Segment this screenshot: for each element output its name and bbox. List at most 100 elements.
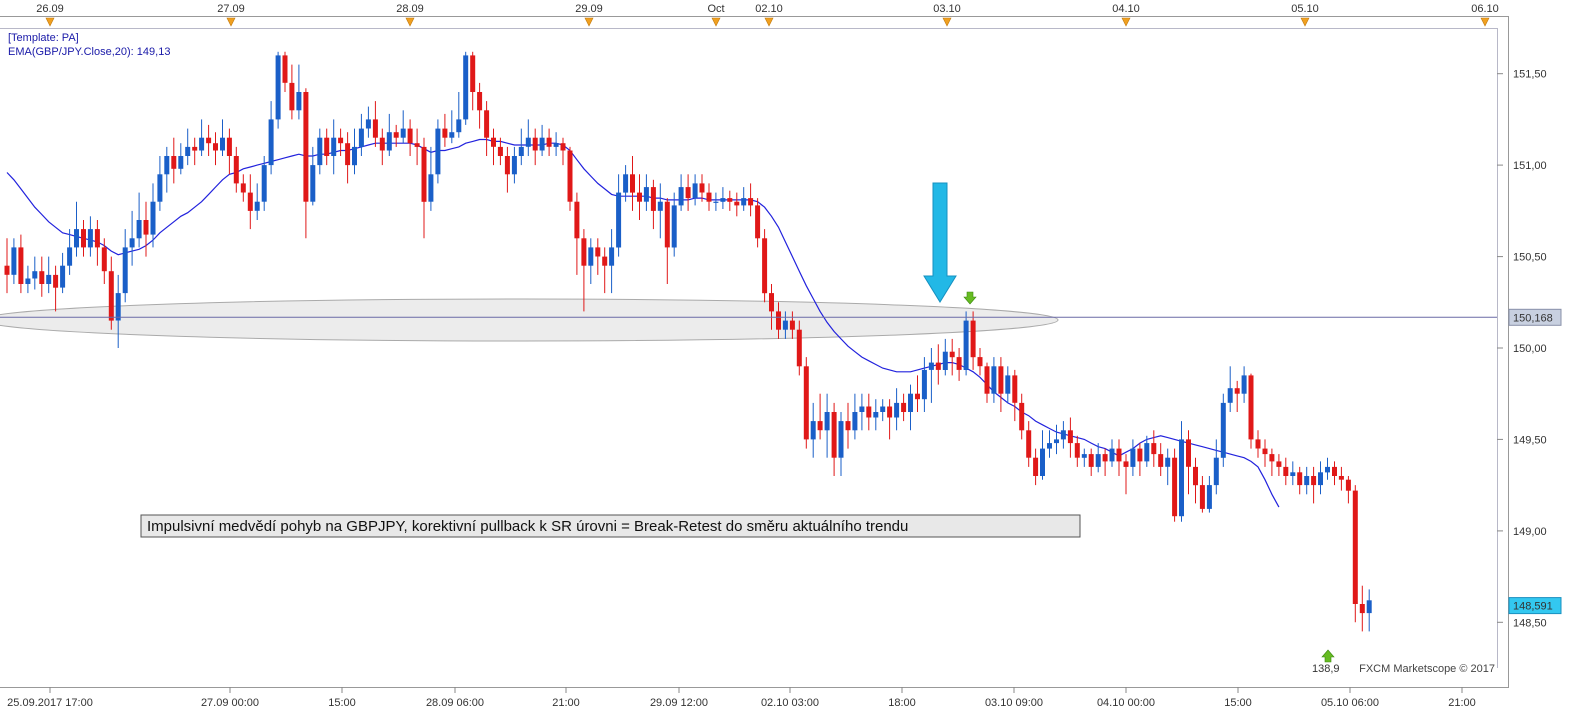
candle [866,393,872,431]
candle [164,146,170,193]
candle-body [942,351,948,370]
candle [671,192,677,257]
candle [664,198,670,284]
candle [942,338,948,376]
candle-body [532,137,538,151]
candle-body [762,238,768,294]
candle [873,399,879,431]
candle-body [664,201,670,248]
candle-body [1026,430,1032,458]
candle-body [1040,448,1045,476]
candle [616,174,622,257]
candle [1054,424,1059,455]
candle-body [901,402,907,412]
candle [53,265,59,312]
candle-body [393,132,399,138]
top-date-label: 02.10 [755,3,783,15]
candle [574,192,580,275]
candle [1262,439,1268,467]
candle [1283,457,1289,486]
candle [303,88,309,239]
candle-body [435,128,441,175]
candle-body [1290,472,1296,476]
candle [449,110,455,144]
candle-body [873,412,879,418]
candle [1088,448,1094,476]
candle [838,412,844,476]
candle [143,201,149,257]
candle-body [1081,454,1087,458]
candle-body [1206,485,1212,509]
candle [504,146,510,193]
top-date-label: 03.10 [933,3,961,15]
candle [1186,430,1191,495]
candle-body [1241,375,1247,394]
candle-body [616,192,622,248]
candle [595,238,601,275]
candle [602,247,608,294]
x-tick-label: 27.09 00:00 [201,697,259,709]
candle-body [894,402,900,418]
candle [150,183,156,248]
candle-body [1151,443,1157,455]
candle-body [838,421,844,458]
candle [226,128,232,175]
candle [39,256,45,297]
sr-zone-ellipse [0,298,1059,342]
candle [18,234,24,294]
candle [539,124,545,156]
candle [518,128,524,166]
candle-body [386,132,392,151]
candle-body [630,174,635,193]
candle-body [1005,375,1011,394]
candle [817,393,823,440]
candle-body [46,274,52,284]
candle-body [157,174,163,202]
candle-body [1359,604,1365,614]
candle-body [1109,448,1115,462]
candle [254,183,260,220]
candle-body [122,247,128,294]
candle [643,174,649,211]
candle-body [949,351,955,358]
candle [581,229,587,312]
candle-body [275,55,281,120]
candle-body [1123,461,1129,467]
candle [657,183,663,239]
candle [1290,461,1296,486]
candle-body [991,366,997,394]
candle-body [1255,439,1261,449]
candle [963,311,969,376]
down-arrow-icon [923,182,957,303]
top-date-label: 05.10 [1291,3,1319,15]
candle [1158,443,1164,476]
candle [400,110,406,144]
candle [1325,457,1330,480]
candle [220,119,225,156]
top-date-label: 27.09 [217,3,245,15]
candle-body [1158,454,1164,467]
candle-body [1199,485,1205,509]
candle-body [650,187,656,211]
candle-body [18,247,24,284]
candle-body [637,192,642,202]
candle-body [817,421,823,431]
candle [1130,439,1136,476]
candle [796,320,802,376]
candle-body [407,128,413,144]
candle [727,190,733,211]
candle-body [796,329,802,367]
candle [998,357,1004,412]
candle-body [1318,472,1323,486]
x-tick-label: 25.09.2017 17:00 [7,697,93,709]
annotation-box [140,514,1081,538]
candle-body [226,137,232,156]
candle [1332,461,1337,486]
candle [678,174,684,211]
candle-body [365,119,371,129]
candle-body [977,357,983,367]
candle [372,101,378,147]
candle-body [935,362,941,370]
candle [908,384,913,431]
